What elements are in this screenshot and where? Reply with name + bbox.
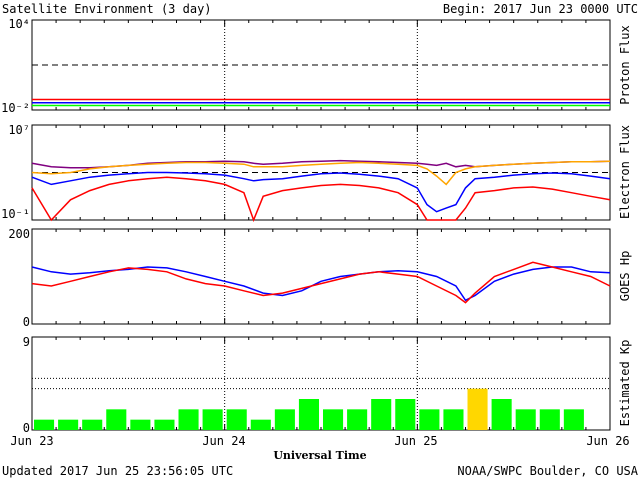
kp-bar — [202, 409, 223, 430]
begin-time: Begin: 2017 Jun 23 0000 UTC — [443, 2, 638, 16]
kp-bar — [515, 409, 536, 430]
kp-bar — [323, 409, 344, 430]
electron-series-line — [31, 176, 611, 223]
xtick-label: Jun 26 — [586, 434, 629, 448]
electron-ytick-bottom: 10⁻¹ — [1, 207, 30, 221]
kp-bar — [491, 399, 512, 430]
kp-bar — [395, 399, 416, 430]
chart-title: Satellite Environment (3 day) — [2, 2, 212, 16]
kp-bar — [539, 409, 560, 430]
hp-ytick-top: 200 — [8, 227, 30, 241]
kp-ylabel: Estimated Kp — [618, 340, 632, 427]
electron-ylabel: Electron Flux — [618, 125, 632, 219]
kp-ytick-top: 9 — [23, 335, 30, 349]
hp-ytick-bottom: 0 — [23, 315, 30, 329]
proton-ytick-bottom: 10⁻² — [1, 101, 30, 115]
proton-ytick-top: 10⁴ — [8, 17, 30, 31]
x-axis-label: Universal Time — [273, 449, 366, 462]
xtick-label: Jun 25 — [394, 434, 437, 448]
kp-bar — [154, 419, 175, 430]
xtick-label: Jun 24 — [202, 434, 245, 448]
electron-series-line — [31, 171, 611, 213]
kp-bar — [58, 419, 79, 430]
kp-bar — [371, 399, 392, 430]
updated-timestamp: Updated 2017 Jun 25 23:56:05 UTC — [2, 464, 233, 478]
hp-ylabel: GOES Hp — [618, 251, 632, 302]
kp-bar — [178, 409, 199, 430]
kp-bar — [419, 409, 440, 430]
kp-bar — [563, 409, 584, 430]
credit-text: NOAA/SWPC Boulder, CO USA — [457, 464, 638, 478]
kp-bar — [298, 399, 319, 430]
kp-bar — [82, 419, 103, 430]
kp-bar — [250, 419, 271, 430]
xtick-label: Jun 23 — [10, 434, 53, 448]
hp-series-line — [31, 261, 611, 304]
kp-bar — [274, 409, 295, 430]
kp-bar — [34, 419, 55, 430]
hp-panel-frame — [31, 228, 611, 325]
kp-bar — [467, 388, 488, 430]
proton-ylabel: Proton Flux — [618, 25, 632, 104]
kp-bar — [347, 409, 368, 430]
kp-bar — [130, 419, 151, 430]
electron-series-line — [31, 160, 611, 186]
kp-bar — [226, 409, 247, 430]
hp-series-line — [31, 266, 611, 302]
kp-ytick-bottom: 0 — [23, 421, 30, 435]
kp-bar — [106, 409, 127, 430]
electron-ytick-top: 10⁷ — [8, 123, 30, 137]
kp-bar — [443, 409, 464, 430]
